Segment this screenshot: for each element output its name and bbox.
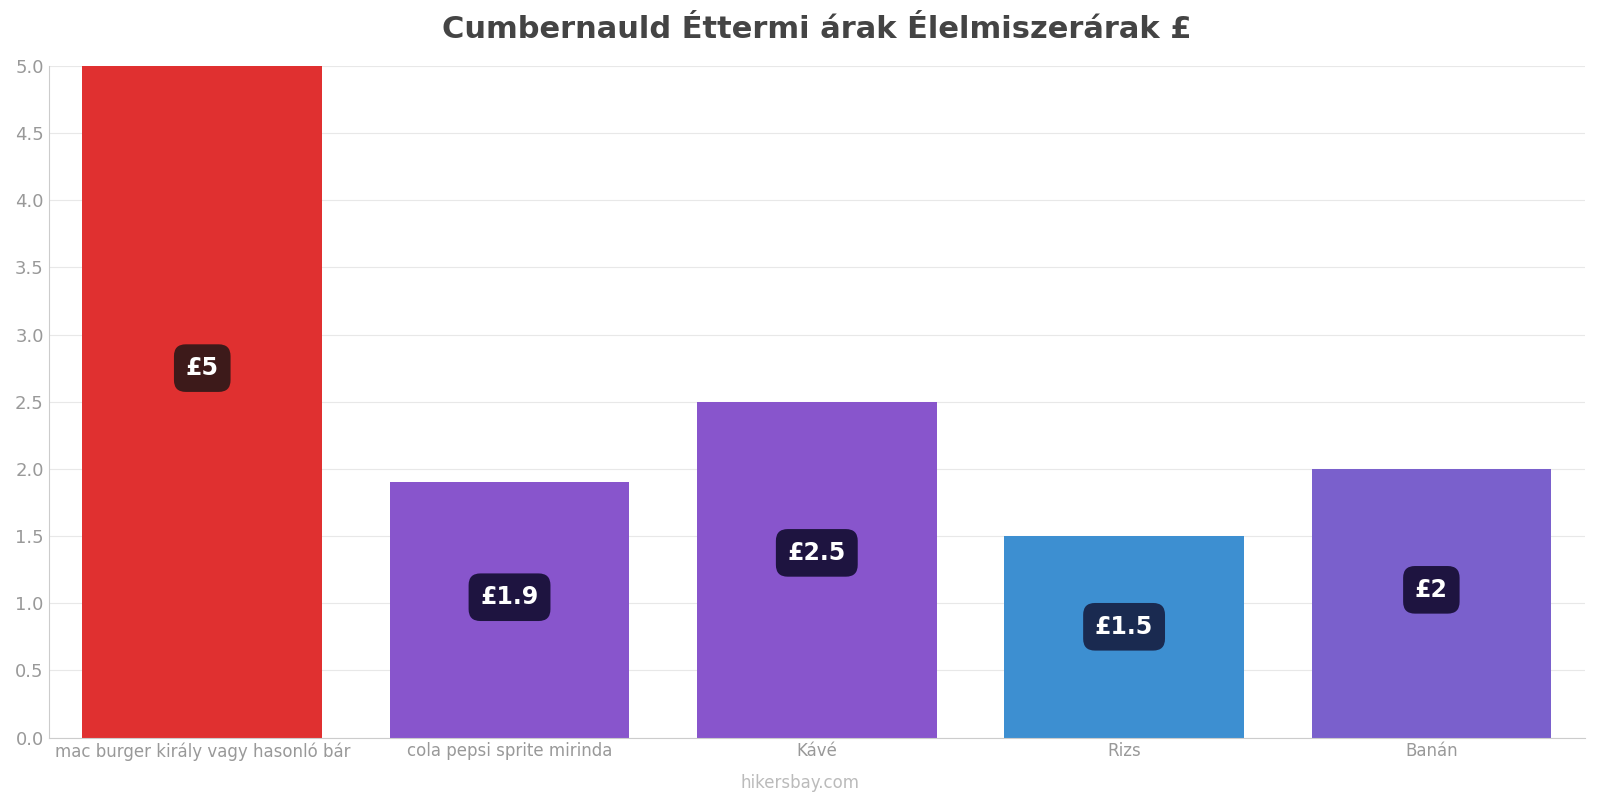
Bar <box>83 66 322 738</box>
Title: Cumbernauld Éttermi árak Élelmiszerárak £: Cumbernauld Éttermi árak Élelmiszerárak … <box>442 15 1192 44</box>
Text: hikersbay.com: hikersbay.com <box>741 774 859 792</box>
Bar <box>390 482 629 738</box>
Bar <box>698 402 936 738</box>
Bar <box>1312 469 1550 738</box>
Text: £2.5: £2.5 <box>787 541 846 565</box>
Text: £1.9: £1.9 <box>480 586 539 610</box>
Text: £2: £2 <box>1414 578 1448 602</box>
Text: £5: £5 <box>186 356 219 380</box>
Bar <box>1005 536 1243 738</box>
Text: £1.5: £1.5 <box>1094 614 1154 638</box>
